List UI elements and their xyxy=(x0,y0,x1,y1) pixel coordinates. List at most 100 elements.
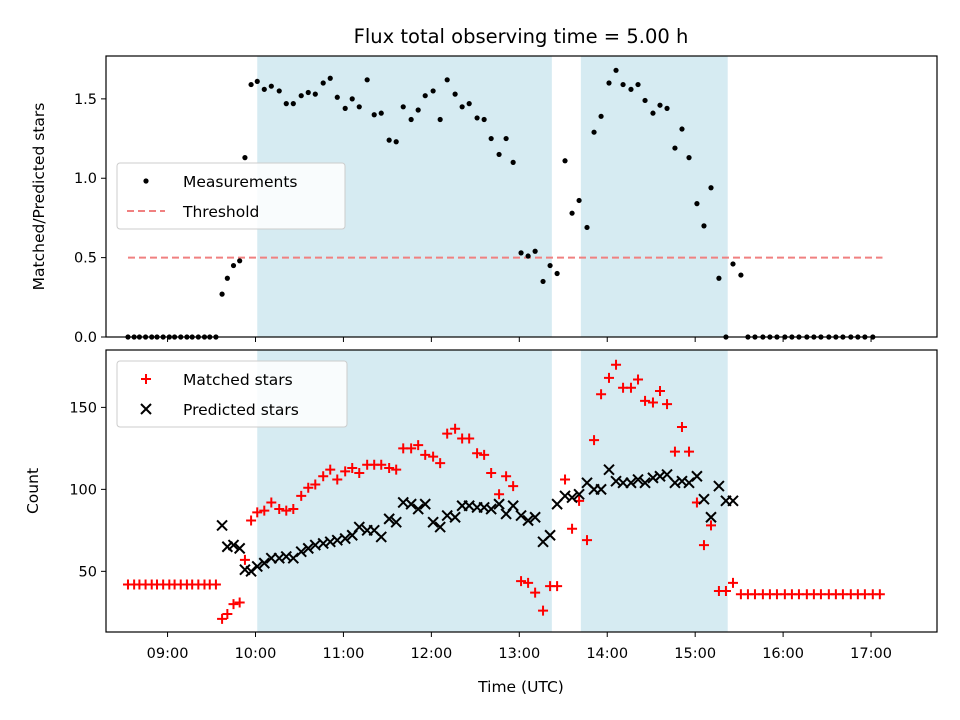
x-tick-label: 16:00 xyxy=(762,646,804,662)
data-point xyxy=(295,545,307,558)
data-point xyxy=(613,67,619,73)
data-point xyxy=(466,101,472,107)
data-point xyxy=(320,80,326,86)
data-point xyxy=(420,449,431,460)
data-point xyxy=(708,185,714,191)
data-point xyxy=(266,497,277,508)
data-point xyxy=(412,503,424,515)
data-point xyxy=(705,511,717,523)
data-point xyxy=(222,608,233,619)
legend-swatch xyxy=(143,178,149,184)
data-point xyxy=(573,488,585,500)
data-point xyxy=(496,151,502,158)
data-point xyxy=(347,463,358,474)
data-point xyxy=(547,262,553,269)
data-point xyxy=(530,587,541,598)
data-point xyxy=(254,78,260,85)
data-point xyxy=(430,88,436,94)
data-point xyxy=(569,210,575,216)
data-point xyxy=(274,504,285,515)
data-point xyxy=(464,433,475,444)
data-point xyxy=(239,554,250,565)
legend-label: Measurements xyxy=(183,173,298,191)
data-point xyxy=(210,579,221,590)
data-point xyxy=(305,89,311,96)
data-point xyxy=(228,599,239,610)
data-point xyxy=(529,511,541,523)
data-point xyxy=(727,495,739,507)
y-tick-label: 1.5 xyxy=(74,92,97,108)
data-point xyxy=(339,532,351,545)
data-point xyxy=(312,91,318,97)
data-point xyxy=(371,112,377,118)
data-point xyxy=(224,275,230,281)
data-point xyxy=(427,516,439,528)
data-point xyxy=(635,81,641,88)
data-point xyxy=(510,159,516,165)
data-point xyxy=(625,477,637,489)
data-point xyxy=(474,115,480,121)
data-point xyxy=(296,490,307,501)
data-point xyxy=(532,248,538,254)
data-point xyxy=(415,107,421,113)
plot-frame xyxy=(105,349,938,633)
data-point xyxy=(603,372,614,383)
data-point xyxy=(261,86,267,92)
data-point xyxy=(400,104,406,110)
data-point xyxy=(584,224,590,231)
data-point xyxy=(405,498,417,510)
data-point xyxy=(472,448,483,459)
data-point xyxy=(679,126,685,132)
data-point xyxy=(486,467,497,478)
data-point xyxy=(662,399,673,410)
data-point xyxy=(647,397,658,408)
data-point xyxy=(508,481,519,492)
x-tick-label: 11:00 xyxy=(323,646,365,662)
x-tick-label: 10:00 xyxy=(235,646,277,662)
data-point xyxy=(738,272,744,278)
count-panel: 50 100 150 09:00 10:00 11:00 12:00 13:00 14:00 15… xyxy=(24,349,938,662)
data-point xyxy=(332,474,343,485)
data-point xyxy=(544,529,556,541)
data-point xyxy=(340,466,351,477)
data-point xyxy=(501,471,512,482)
data-point xyxy=(488,135,494,142)
data-point xyxy=(525,253,531,259)
y-tick-label: 100 xyxy=(69,482,97,498)
data-point xyxy=(435,458,446,469)
data-point xyxy=(589,435,600,446)
data-point xyxy=(452,91,458,97)
data-point xyxy=(444,77,450,83)
data-point xyxy=(672,145,678,151)
data-point xyxy=(276,88,282,94)
y-tick-label: 0.0 xyxy=(74,330,97,346)
data-point xyxy=(669,446,680,457)
data-point xyxy=(406,443,417,454)
data-point xyxy=(639,477,651,489)
data-point xyxy=(640,395,651,406)
data-point xyxy=(493,498,505,510)
data-point xyxy=(251,560,263,573)
data-point xyxy=(552,581,563,592)
data-point xyxy=(657,102,663,108)
legend: Matched stars Predicted stars xyxy=(116,360,348,428)
data-point xyxy=(327,75,333,81)
data-point xyxy=(620,81,626,88)
data-point xyxy=(230,262,237,269)
data-point xyxy=(318,471,329,482)
data-point xyxy=(383,513,395,525)
data-point xyxy=(391,464,402,475)
data-point xyxy=(730,261,736,267)
data-point xyxy=(353,521,365,533)
data-point xyxy=(422,93,428,99)
x-tick-label: 13:00 xyxy=(498,646,540,662)
data-point xyxy=(706,520,717,531)
y-tick-label: 1.0 xyxy=(74,171,97,187)
x-tick-label: 09:00 xyxy=(147,646,189,662)
data-point xyxy=(449,511,461,523)
data-point xyxy=(393,139,399,145)
data-point xyxy=(459,104,465,110)
data-point xyxy=(450,423,461,434)
shaded-interval-1 xyxy=(580,350,728,632)
data-point xyxy=(664,105,670,111)
